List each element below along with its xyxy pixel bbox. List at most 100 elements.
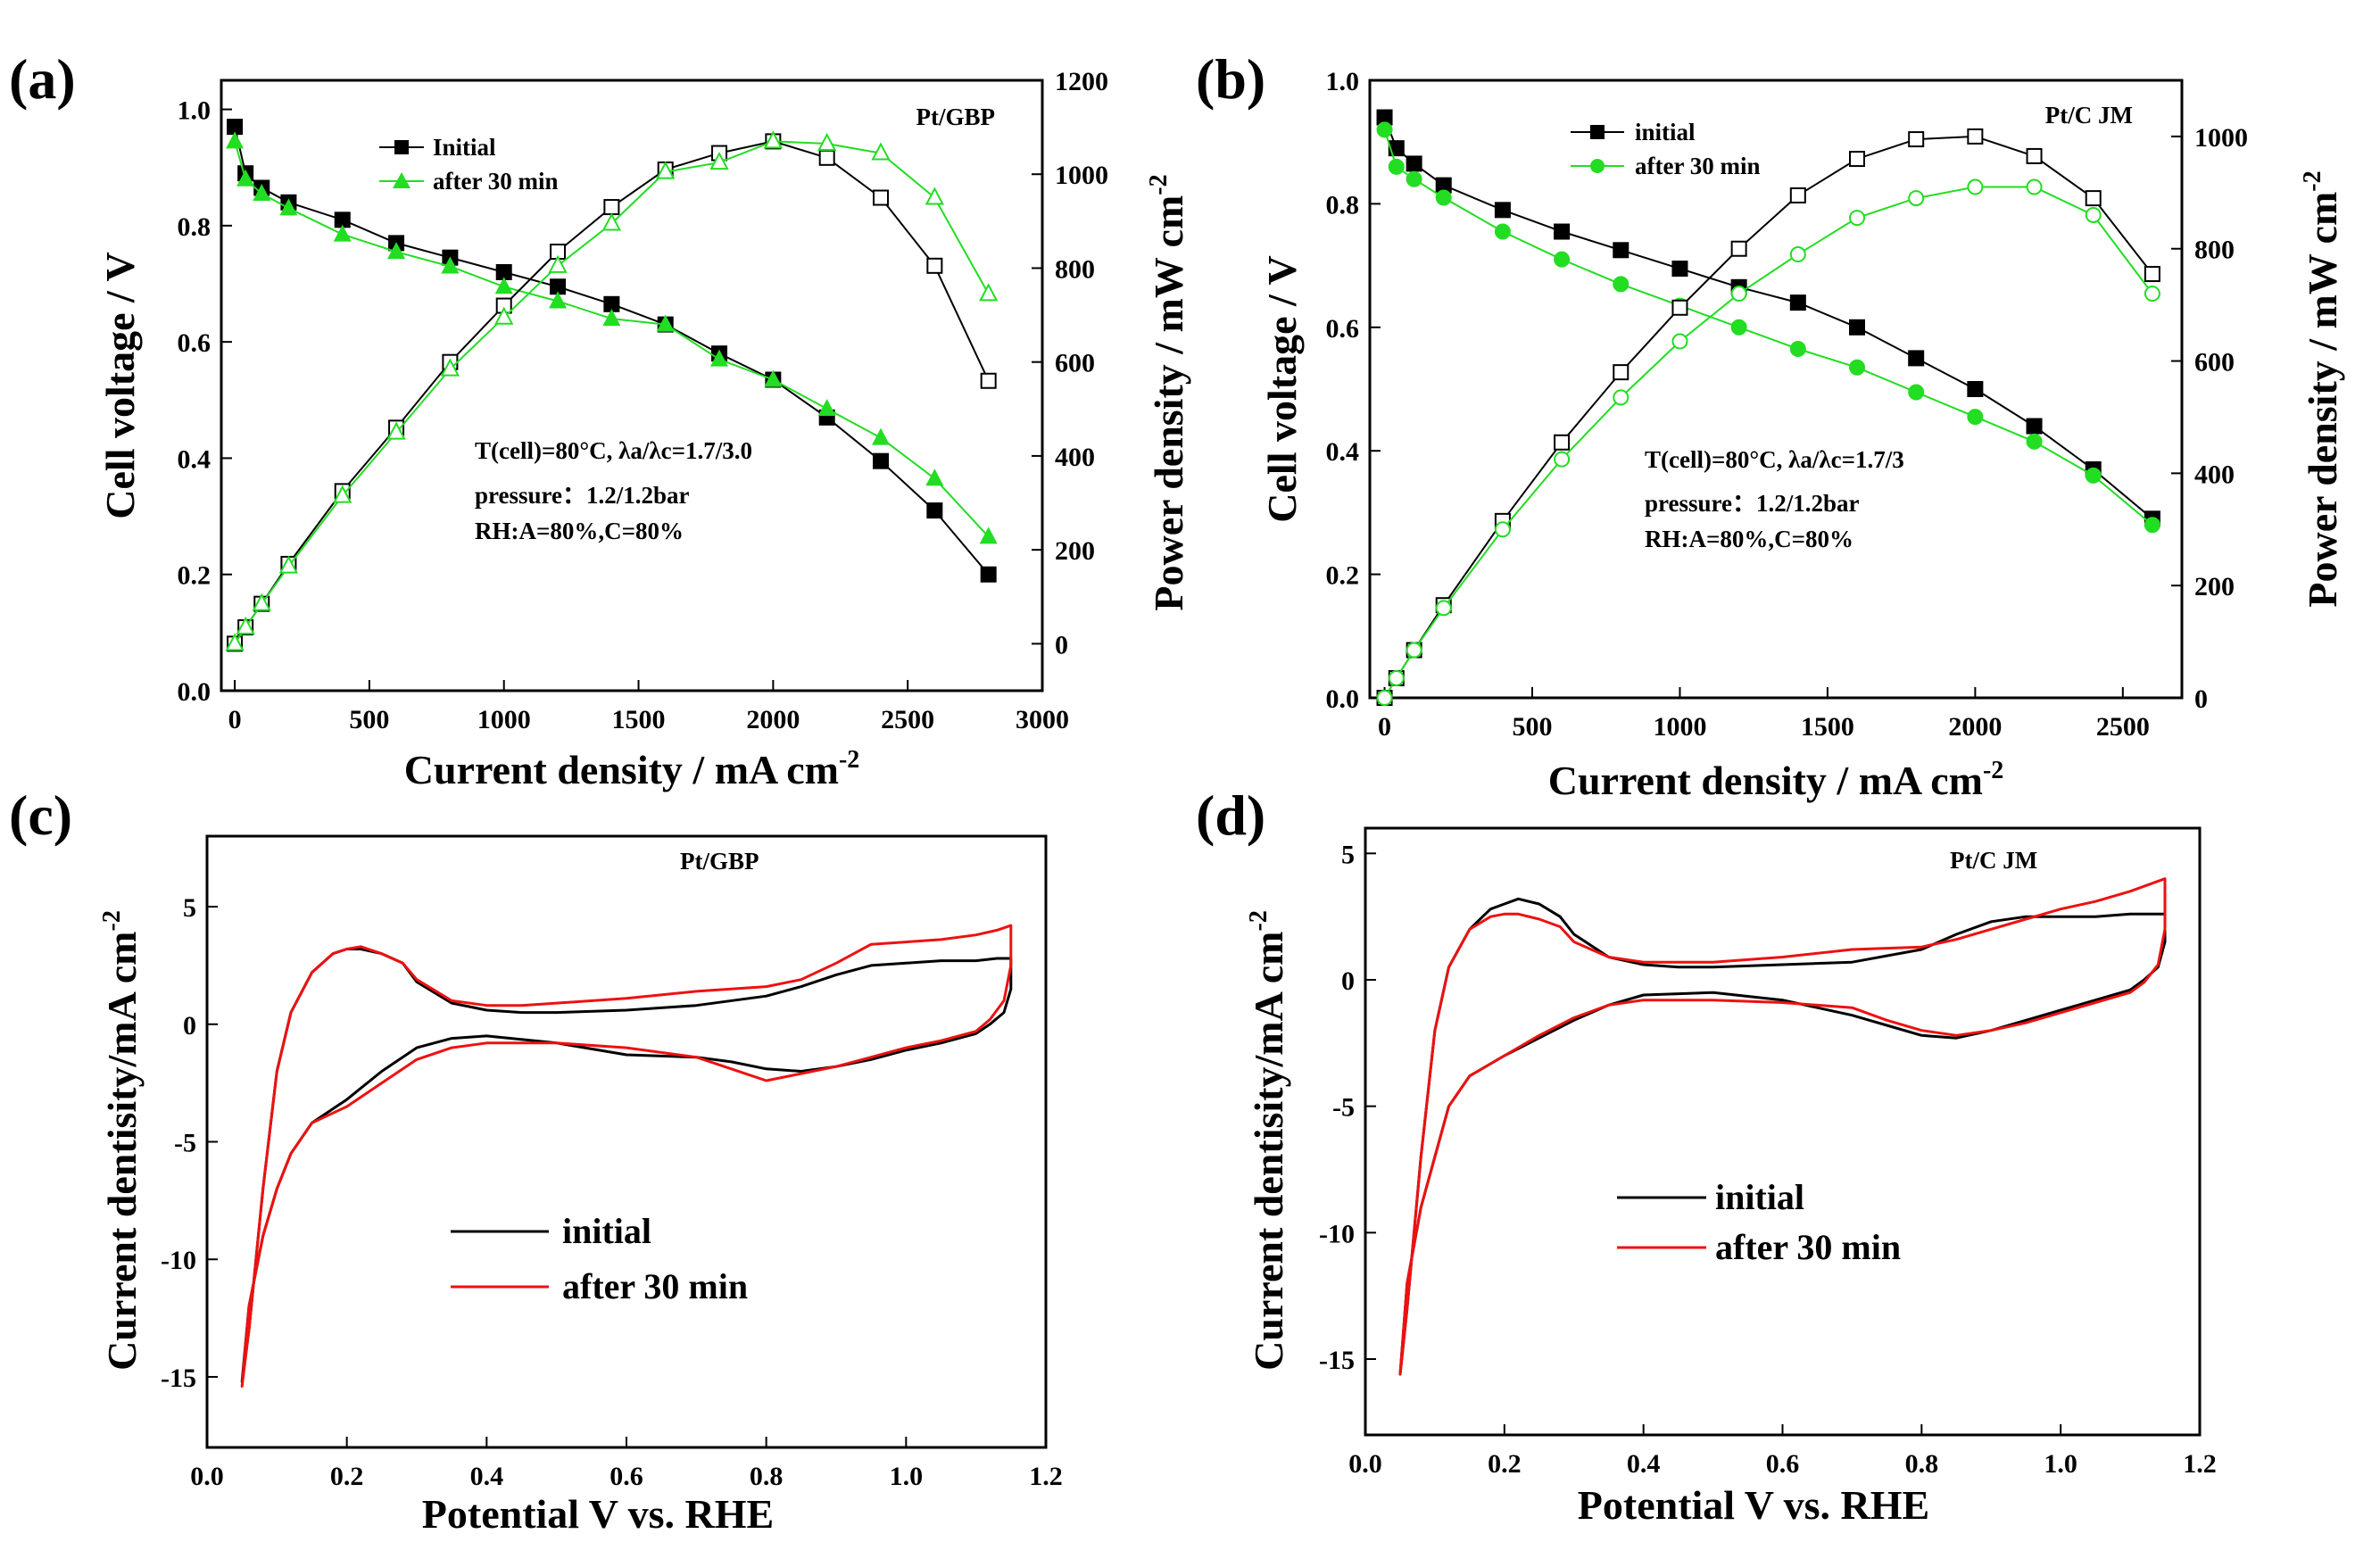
y2-tick-label: 0 <box>2194 684 2208 714</box>
data-point <box>1967 128 1984 145</box>
y-tick-label: 0 <box>183 1011 196 1041</box>
x-tick-label: 500 <box>1513 712 1553 742</box>
y-axis-title-c: Current dentisity/mA cm-2 <box>98 910 145 1371</box>
legend-label-initial-a: Initial <box>433 134 496 161</box>
data-point <box>709 151 729 170</box>
data-point <box>925 468 944 486</box>
data-point <box>817 399 836 417</box>
data-point <box>1849 210 1865 227</box>
y-tick-label: -10 <box>161 1246 196 1275</box>
y-axis-title-sup-c: -2 <box>98 910 126 931</box>
y-tick-label: 0.0 <box>178 677 211 707</box>
data-point <box>1376 121 1393 138</box>
data-point <box>656 161 676 179</box>
x-axis-title-d: Potential V vs. RHE <box>1578 1482 1929 1528</box>
y-tick-label: 0.2 <box>178 561 211 591</box>
series-c <box>240 924 1013 1388</box>
data-point <box>710 349 729 367</box>
x-tick-label: 0.8 <box>750 1462 784 1491</box>
x-axis-title-c: Potential V vs. RHE <box>422 1491 774 1537</box>
data-point <box>656 314 675 332</box>
data-point <box>1613 242 1630 259</box>
annotation-b: T(cell)=80°C, λa/λc=1.7/3 pressure：1.2/1… <box>1645 446 1904 552</box>
data-point <box>818 149 835 166</box>
x-tick-label: 1.0 <box>2044 1449 2077 1479</box>
annotation-line-1-b: T(cell)=80°C, λa/λc=1.7/3 <box>1645 446 1904 473</box>
x-tick-label: 1500 <box>1801 712 1854 742</box>
legend-label-initial-b: initial <box>1635 119 1696 145</box>
data-point <box>1849 151 1865 168</box>
data-point <box>1908 384 1925 401</box>
data-point <box>601 212 622 231</box>
legend-label-after-a: after 30 min <box>433 168 558 195</box>
legend-label-after-d: after 30 min <box>1715 1227 1901 1267</box>
data-point <box>926 257 943 274</box>
y-tick-label: 0.0 <box>1326 684 1360 714</box>
x-tick-label: 1500 <box>612 705 666 734</box>
data-point <box>1435 189 1452 206</box>
y-axis-title-b: Cell voltage / V <box>1259 255 1305 522</box>
data-point <box>1789 341 1806 358</box>
data-point <box>236 169 255 187</box>
data-point <box>441 256 460 274</box>
data-point <box>872 427 891 445</box>
data-point <box>980 566 997 583</box>
y-tick-label: 1.0 <box>1326 67 1360 96</box>
data-point <box>386 421 406 440</box>
data-point <box>1789 246 1806 263</box>
data-point <box>1406 642 1422 659</box>
annotation-a: T(cell)=80°C, λa/λc=1.7/3.0 pressure：1.2… <box>475 437 752 544</box>
legend-label-after-b: after 30 min <box>1635 153 1760 179</box>
x-tick-label: 1000 <box>1653 712 1706 742</box>
x-tick-label: 0.2 <box>1488 1449 1522 1479</box>
data-point <box>1908 131 1925 148</box>
data-point <box>1789 294 1806 311</box>
annotation-line-1-a: T(cell)=80°C, λa/λc=1.7/3.0 <box>475 437 752 464</box>
legend-marker-initial-a <box>394 140 409 154</box>
data-point <box>1671 261 1688 278</box>
data-point <box>1376 690 1393 706</box>
data-point <box>2026 433 2043 450</box>
data-point <box>2026 418 2043 435</box>
x-tick-label: 1.2 <box>1029 1462 1063 1491</box>
y-tick-label: 0.2 <box>1326 561 1360 591</box>
data-point <box>333 485 352 503</box>
plot-frame-c <box>205 834 1048 1449</box>
x-tick-label: 2500 <box>881 705 934 734</box>
panel-label-d: (d) <box>1196 784 1265 847</box>
plot-frame-d <box>1364 826 2202 1437</box>
legend-d: initial after 30 min <box>1617 1177 1901 1267</box>
y-tick-label: 0.8 <box>178 212 211 242</box>
legend-label-after-c: after 30 min <box>562 1266 748 1306</box>
data-point <box>1494 521 1511 538</box>
data-point <box>236 616 255 634</box>
data-point <box>1406 155 1422 172</box>
data-point <box>494 277 513 294</box>
x-tick-label: 3000 <box>1016 705 1069 734</box>
legend-marker-initial-b <box>1590 125 1605 139</box>
x-axis-title-sup-b: -2 <box>1983 757 2003 784</box>
legend-b: initial after 30 min <box>1571 119 1760 179</box>
data-point <box>1908 190 1925 207</box>
x-tick-label: 0.0 <box>190 1462 224 1491</box>
data-point <box>764 369 783 387</box>
sample-tag-d: Pt/C JM <box>1950 847 2037 874</box>
data-point <box>1554 223 1571 240</box>
x-ticks-c: 0.0 0.2 0.4 0.6 0.8 1.0 1.2 <box>190 1437 1063 1491</box>
y2-tick-label: 600 <box>1055 349 1095 378</box>
x-tick-label: 2500 <box>2096 712 2150 742</box>
data-point <box>494 306 514 325</box>
sample-tag-b: Pt/C JM <box>2045 102 2133 129</box>
x-tick-label: 1.0 <box>890 1462 924 1491</box>
panel-d: (d) 0.0 0.2 0.4 0.6 0.8 1.0 1.2 -15 -10 -5 0 5 Pt/… <box>1196 784 2217 1528</box>
data-point <box>1554 434 1571 451</box>
y-tick-label: 0.6 <box>178 328 211 358</box>
x-tick-label: 0.8 <box>1905 1449 1939 1479</box>
data-point <box>1388 158 1405 175</box>
x-tick-label: 500 <box>349 705 389 734</box>
data-point <box>1849 319 1865 336</box>
annotation-line-2-a: pressure：1.2/1.2bar <box>475 482 690 509</box>
y2-tick-label: 800 <box>2194 236 2235 265</box>
y2-tick-label: 400 <box>1055 443 1095 472</box>
plot-frame-a <box>220 79 1044 692</box>
